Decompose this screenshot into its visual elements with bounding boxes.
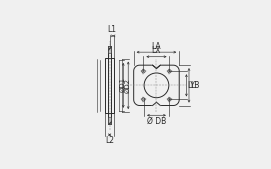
Text: ØD1: ØD1 [120, 77, 126, 92]
Text: LX: LX [152, 46, 161, 55]
Text: LY: LY [188, 81, 196, 90]
Bar [108, 46, 111, 124]
Text: L1: L1 [107, 25, 116, 34]
Text: ØD2: ØD2 [125, 78, 131, 93]
Bar [108, 117, 111, 124]
Polygon shape [153, 102, 160, 108]
Text: L2: L2 [105, 136, 114, 145]
Text: LA: LA [152, 42, 161, 51]
Bar [108, 46, 111, 53]
Polygon shape [153, 63, 160, 68]
Text: Ø DB: Ø DB [147, 117, 166, 126]
Text: LB: LB [190, 81, 200, 90]
Bar [105, 58, 114, 113]
